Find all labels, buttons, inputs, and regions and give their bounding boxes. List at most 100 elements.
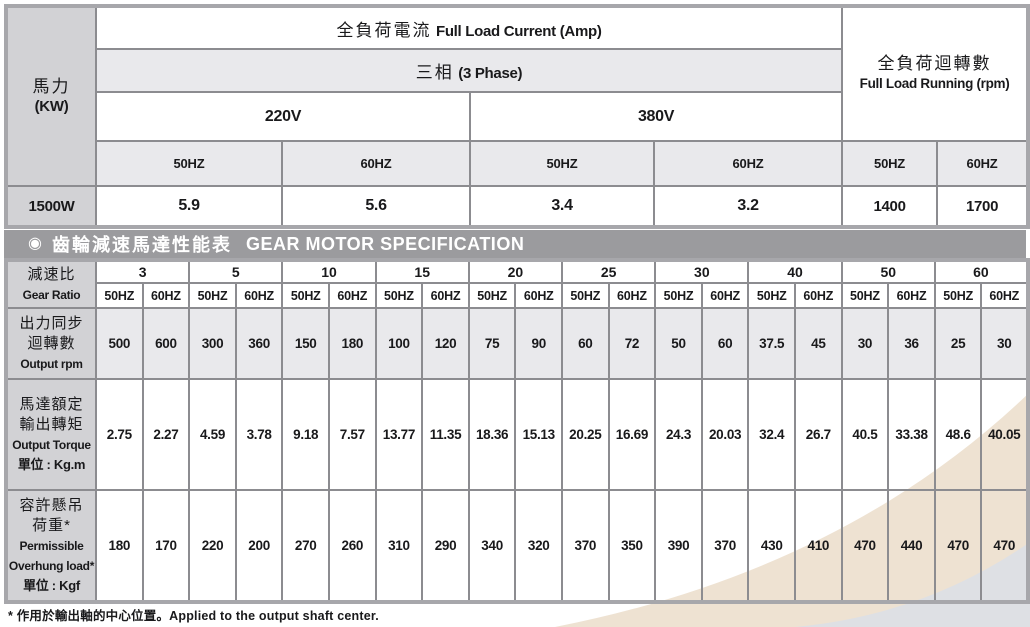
torque-cell: 33.38 [887, 378, 936, 491]
output-rpm-cell: 360 [234, 307, 284, 380]
motor-power-header: 馬力 (KW) [5, 5, 97, 187]
banner-title-en: GEAR MOTOR SPECIFICATION [245, 233, 525, 254]
ratio-header-cell: 30 [654, 259, 750, 284]
output-rpm-cell: 25 [933, 307, 983, 380]
ratio-header-cell: 25 [561, 259, 657, 284]
torque-cell: 26.7 [794, 378, 843, 491]
torque-cell: 7.57 [328, 378, 377, 491]
torque-cell: 16.69 [607, 378, 657, 491]
hz-header-cell: 50HZ [467, 282, 517, 309]
torque-cell: 40.05 [980, 378, 1030, 491]
output-rpm-cell: 180 [328, 307, 377, 380]
output-rpm-cell: 36 [887, 307, 936, 380]
hz-header-cell: 60HZ [887, 282, 936, 309]
hz-header-cell: 60HZ [607, 282, 657, 309]
output-rpm-cell: 60 [561, 307, 610, 380]
overhung-load-cell: 320 [514, 489, 564, 603]
output-rpm-cell: 500 [95, 307, 144, 380]
phase-header: 三相 (3 Phase) [94, 48, 844, 93]
hz-header-cell: 50HZ [188, 282, 237, 309]
full-load-current-zh: 全負荷電流 [336, 20, 432, 40]
hz-header-cell: 60HZ [700, 282, 750, 309]
output-rpm-cell: 100 [374, 307, 424, 380]
overhung-load-cell: 260 [328, 489, 377, 603]
overhung-load-cell: 470 [840, 489, 890, 603]
row-label-zh: 迴轉數 [27, 334, 76, 352]
ratio-header-cell: 50 [840, 259, 936, 284]
rpm-value-cell: 1400 [841, 185, 939, 228]
motor-power-unit: (KW) [34, 97, 69, 115]
overhung-load-cell: 340 [467, 489, 517, 603]
output-rpm-cell: 150 [281, 307, 330, 380]
overhung-load-cell: 430 [747, 489, 797, 603]
section-banner: ◉ 齒輪減速馬達性能表 GEAR MOTOR SPECIFICATION [4, 230, 1026, 258]
overhung-load-cell: 170 [141, 489, 191, 603]
row-label-zh: 輸出轉矩 [19, 415, 84, 433]
overhung-load-cell: 370 [561, 489, 610, 603]
row-label-zh: 荷重* [32, 516, 71, 534]
torque-cell: 4.59 [188, 378, 237, 491]
output-rpm-cell: 60 [700, 307, 750, 380]
row-label-en: Output rpm [20, 356, 83, 371]
row-label-en: Permissible [19, 538, 84, 553]
torque-cell: 2.27 [141, 378, 191, 491]
overhung-load-row-label: 容許懸吊 荷重* Permissible Overhung load* 單位 :… [5, 489, 97, 603]
hz-header-cell: 60HZ [514, 282, 564, 309]
row-label-unit: 單位 : Kgf [23, 577, 80, 593]
overhung-load-cell: 470 [980, 489, 1030, 603]
overhung-load-cell: 200 [234, 489, 284, 603]
rpm-value-cell: 1700 [936, 185, 1030, 228]
row-label-zh: 容許懸吊 [19, 496, 84, 514]
row-label-zh: 出力同步 [19, 314, 84, 332]
hz-header-cell: 50HZ [95, 282, 144, 309]
motor-power-zh: 馬力 [32, 76, 71, 96]
output-rpm-cell: 600 [141, 307, 191, 380]
output-rpm-cell: 30 [840, 307, 890, 380]
torque-cell: 15.13 [514, 378, 564, 491]
ratio-header-cell: 10 [281, 259, 377, 284]
hz-header-cell: 50HZ [841, 140, 939, 187]
hz-header-cell: 50HZ [840, 282, 890, 309]
hz-header-cell: 50HZ [281, 282, 330, 309]
hz-header-cell: 50HZ [469, 140, 655, 187]
overhung-load-cell: 310 [374, 489, 424, 603]
overhung-load-cell: 220 [188, 489, 237, 603]
output-rpm-cell: 300 [188, 307, 237, 380]
phase-zh: 三相 [415, 63, 454, 82]
torque-cell: 3.78 [234, 378, 284, 491]
output-rpm-cell: 75 [467, 307, 517, 380]
output-rpm-cell: 90 [514, 307, 564, 380]
hz-header-cell: 50HZ [95, 140, 283, 187]
overhung-load-cell: 390 [654, 489, 703, 603]
torque-cell: 48.6 [933, 378, 983, 491]
overhung-load-cell: 350 [607, 489, 657, 603]
torque-cell: 11.35 [421, 378, 470, 491]
overhung-load-cell: 410 [794, 489, 843, 603]
current-value-cell: 5.9 [95, 185, 283, 228]
output-rpm-cell: 37.5 [747, 307, 797, 380]
torque-cell: 20.03 [700, 378, 750, 491]
full-load-current-header: 全負荷電流 Full Load Current (Amp) [94, 5, 844, 50]
full-load-rpm-header: 全負荷迴轉數 Full Load Running (rpm) [841, 5, 1030, 142]
overhung-load-cell: 370 [700, 489, 750, 603]
full-load-current-en: Full Load Current (Amp) [435, 22, 602, 40]
hz-header-cell: 50HZ [374, 282, 424, 309]
ratio-header-cell: 5 [188, 259, 284, 284]
current-value-cell: 5.6 [281, 185, 471, 228]
voltage-380-header: 380V [468, 91, 844, 142]
overhung-load-cell: 180 [95, 489, 144, 603]
torque-cell: 40.5 [840, 378, 890, 491]
gray-corner-shape [795, 542, 1030, 627]
hz-header-cell: 50HZ [561, 282, 610, 309]
overhung-load-cell: 270 [281, 489, 330, 603]
phase-en: (3 Phase) [458, 65, 523, 82]
output-rpm-cell: 72 [607, 307, 657, 380]
ratio-header-cell: 40 [747, 259, 843, 284]
output-rpm-cell: 120 [421, 307, 470, 380]
overhung-load-cell: 290 [421, 489, 470, 603]
row-label-en: Overhung load* [8, 558, 95, 573]
model-cell: 1500W [5, 185, 97, 228]
hz-header-cell: 50HZ [747, 282, 797, 309]
row-label-zh: 馬達額定 [19, 395, 84, 413]
